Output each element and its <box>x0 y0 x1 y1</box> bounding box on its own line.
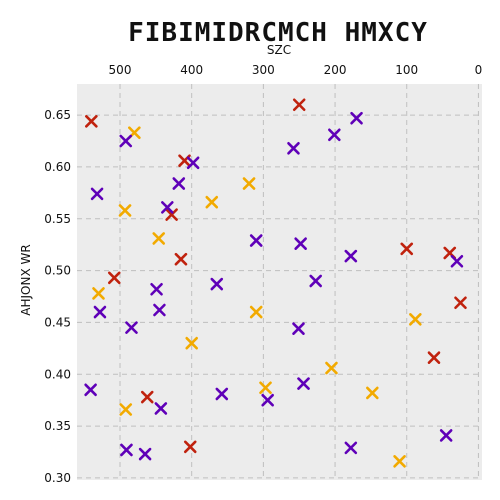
data-point-x-marker <box>249 234 263 247</box>
y-tick-labels: 0.30 0.35 0.40 0.45 0.50 0.55 0.60 0.65 <box>44 108 71 485</box>
x-tick-label: 100 <box>395 63 418 77</box>
data-point-x-marker <box>183 440 197 454</box>
y-tick-label: 0.40 <box>44 367 71 381</box>
data-point-x-marker <box>292 98 306 112</box>
data-point-x-marker <box>84 383 97 397</box>
data-point-x-marker <box>328 128 341 142</box>
y-tick-label: 0.45 <box>44 315 71 329</box>
data-point-x-marker <box>454 296 467 310</box>
data-point-x-marker <box>125 321 138 334</box>
data-points <box>84 98 467 468</box>
data-point-x-marker <box>350 111 363 125</box>
data-point-x-marker <box>309 274 322 288</box>
data-point-x-marker <box>152 232 166 245</box>
data-point-x-marker <box>150 282 163 296</box>
data-point-x-marker <box>427 351 441 364</box>
data-point-x-marker <box>261 393 274 407</box>
data-point-x-marker <box>119 403 133 416</box>
data-point-x-marker <box>215 387 229 401</box>
data-point-x-marker <box>242 177 256 190</box>
data-point-x-marker <box>205 195 219 209</box>
data-point-x-marker <box>172 177 186 190</box>
data-point-x-marker <box>366 386 379 400</box>
data-point-x-marker <box>119 134 133 148</box>
data-point-x-marker <box>161 201 174 214</box>
data-point-x-marker <box>297 377 310 390</box>
y-axis-label: AHJONX WR <box>19 244 33 315</box>
x-tick-label: 200 <box>324 63 347 77</box>
data-point-x-marker <box>393 455 406 468</box>
data-point-x-marker <box>120 443 133 457</box>
data-point-x-marker <box>118 204 132 217</box>
x-tick-labels: 500 400 300 200 100 0 <box>109 63 483 77</box>
data-point-x-marker <box>409 313 422 326</box>
data-point-x-marker <box>450 254 464 268</box>
y-tick-label: 0.50 <box>44 264 71 278</box>
data-point-x-marker <box>107 271 121 285</box>
data-point-x-marker <box>210 277 224 291</box>
grid-lines <box>77 84 482 480</box>
data-point-x-marker <box>140 390 154 404</box>
data-point-x-marker <box>85 115 98 128</box>
data-point-x-marker <box>186 156 200 170</box>
plot-area <box>77 84 482 480</box>
data-point-x-marker <box>154 402 168 415</box>
data-point-x-marker <box>287 141 300 155</box>
data-point-x-marker <box>138 447 152 461</box>
y-tick-label: 0.55 <box>44 212 71 226</box>
data-point-x-marker <box>249 305 263 319</box>
x-axis-label: SZC <box>267 43 291 57</box>
data-point-x-marker <box>344 249 358 263</box>
data-point-x-marker <box>259 381 272 395</box>
data-point-x-marker <box>439 429 453 442</box>
data-point-x-marker <box>400 242 414 256</box>
y-tick-label: 0.65 <box>44 108 71 122</box>
data-point-x-marker <box>294 237 307 250</box>
x-tick-label: 0 <box>475 63 483 77</box>
y-tick-label: 0.30 <box>44 471 71 485</box>
data-point-x-marker <box>165 208 178 221</box>
data-point-x-marker <box>185 336 198 350</box>
x-tick-label: 400 <box>180 63 203 77</box>
data-point-x-marker <box>174 252 188 266</box>
data-point-x-marker <box>93 305 107 319</box>
data-point-x-marker <box>92 287 105 300</box>
data-point-x-marker <box>153 303 166 317</box>
x-tick-label: 300 <box>252 63 275 77</box>
data-point-x-marker <box>90 187 104 201</box>
data-point-x-marker <box>292 322 305 335</box>
data-point-x-marker <box>325 361 338 375</box>
chart-title: FIBIMIDRCMCH HMXCY <box>128 18 428 48</box>
y-tick-label: 0.60 <box>44 160 71 174</box>
x-tick-label: 500 <box>109 63 132 77</box>
y-tick-label: 0.35 <box>44 419 71 433</box>
data-point-x-marker <box>344 441 358 455</box>
